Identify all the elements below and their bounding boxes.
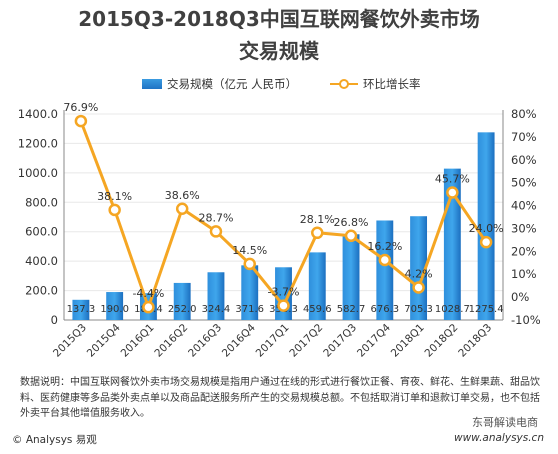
y-right-tick-label: -10% (511, 313, 541, 327)
x-tick-label: 2016Q2 (152, 322, 190, 360)
y-left-tick-label: 0 (51, 313, 58, 327)
growth-value-label: 45.7% (435, 173, 470, 186)
x-tick-label: 2015Q3 (51, 322, 89, 360)
bar (241, 265, 259, 320)
legend-line: 环比增长率 (330, 76, 421, 92)
y-right-tick-label: 80% (511, 107, 537, 121)
data-note: 数据说明：中国互联网餐饮外卖市场交易规模是指用户通过在线的形式进行餐饮正餐、宵夜… (20, 377, 540, 419)
growth-point (344, 229, 358, 243)
bar-value-label: 705.3 (404, 304, 433, 315)
growth-value-label: 4.2% (405, 267, 433, 280)
bar-value-label: 676.3 (370, 304, 399, 315)
chart-title-line2: 交易规模 (239, 39, 319, 63)
legend-line-swatch (330, 78, 358, 90)
x-tick-label: 2015Q4 (85, 321, 123, 359)
bar (308, 252, 326, 320)
growth-point (412, 281, 425, 294)
bar (410, 216, 428, 320)
growth-value-label: -3.7% (268, 286, 300, 299)
y-left-tick-label: 400.0 (25, 254, 58, 268)
legend-line-label: 环比增长率 (363, 77, 421, 91)
growth-value-label: 28.1% (300, 213, 335, 226)
x-tick-label: 2016Q4 (220, 321, 258, 359)
x-tick-label: 2017Q1 (254, 322, 292, 360)
growth-value-label: 24.0% (469, 222, 504, 235)
y-right-tick-label: 0% (511, 290, 529, 304)
watermark: 东哥解读电商 (470, 414, 540, 430)
growth-point (446, 186, 459, 199)
x-tick-label: 2018Q2 (423, 322, 461, 360)
y-left-tick-label: 1400.0 (18, 107, 58, 121)
legend-bar-label: 交易规模（亿元 人民币） (167, 77, 298, 91)
y-left-tick-label: 800.0 (25, 195, 58, 209)
y-right-tick-label: 30% (511, 221, 537, 235)
brand-footer: © Analysys 易观 (12, 434, 97, 446)
x-tick-label: 2018Q3 (456, 322, 494, 360)
bar (173, 282, 191, 320)
growth-point (74, 114, 88, 128)
bar-value-label: 459.6 (303, 304, 332, 315)
legend-bar: 交易规模（亿元 人民币） (142, 76, 297, 92)
x-tick-label: 2017Q2 (287, 322, 325, 360)
growth-value-label: 38.1% (97, 190, 132, 203)
legend-bar-swatch (142, 79, 162, 89)
bar (72, 299, 90, 320)
y-right-tick-label: 20% (511, 244, 537, 258)
bar-value-label: 371.6 (235, 304, 264, 315)
bar (342, 234, 360, 320)
chart-canvas: 0 200.0 400.0 600.0 800.0 1000.0 1200.0 1400.0 -… (18, 101, 541, 360)
y-right-tick-label: 70% (511, 130, 537, 144)
bar (207, 272, 225, 320)
bar-value-label: 582.7 (337, 304, 366, 315)
growth-value-label: 76.9% (63, 101, 98, 114)
bar-value-label: 1028.7 (435, 304, 470, 315)
bar-value-label: 137.3 (67, 304, 96, 315)
url-footer: www.analysys.cn (453, 432, 544, 444)
y-right-tick-label: 40% (511, 199, 537, 213)
growth-value-label: 16.2% (367, 240, 402, 253)
bar (477, 132, 495, 320)
bar-value-label: 252.0 (168, 304, 197, 315)
growth-point (209, 225, 223, 238)
growth-point (277, 299, 290, 312)
growth-point (311, 226, 324, 240)
bar-value-label: 324.4 (202, 304, 231, 315)
chart-title-line1: 2015Q3-2018Q3中国互联网餐饮外卖市场 (78, 7, 480, 31)
growth-point (378, 253, 392, 267)
growth-value-label: -4.4% (132, 287, 164, 300)
bar-value-label: 1275.4 (469, 304, 504, 315)
bar-value-label: 190.0 (100, 304, 129, 315)
y-right-tick-label: 10% (511, 267, 537, 281)
y-left-tick-label: 1000.0 (18, 166, 58, 180)
y-left-tick-label: 600.0 (25, 225, 58, 239)
y-left-tick-label: 200.0 (25, 284, 58, 298)
growth-point (108, 203, 121, 217)
growth-point (243, 257, 256, 271)
y-left-tick-label: 1200.0 (18, 136, 58, 150)
growth-point (479, 235, 493, 249)
growth-value-label: 26.8% (334, 216, 369, 229)
growth-point (175, 202, 189, 216)
x-tick-label: 2018Q1 (389, 322, 427, 360)
x-tick-label: 2017Q4 (355, 321, 393, 359)
bar (106, 292, 124, 320)
growth-point (142, 300, 155, 314)
x-tick-label: 2016Q1 (119, 322, 157, 360)
y-right-tick-label: 50% (511, 176, 537, 190)
x-tick-label: 2016Q3 (186, 322, 224, 360)
growth-value-label: 28.7% (198, 211, 233, 224)
y-right-tick-label: 60% (511, 153, 537, 167)
growth-value-label: 14.5% (232, 244, 267, 257)
growth-value-label: 38.6% (165, 189, 200, 202)
x-tick-label: 2017Q3 (321, 322, 359, 360)
bar (376, 220, 394, 320)
